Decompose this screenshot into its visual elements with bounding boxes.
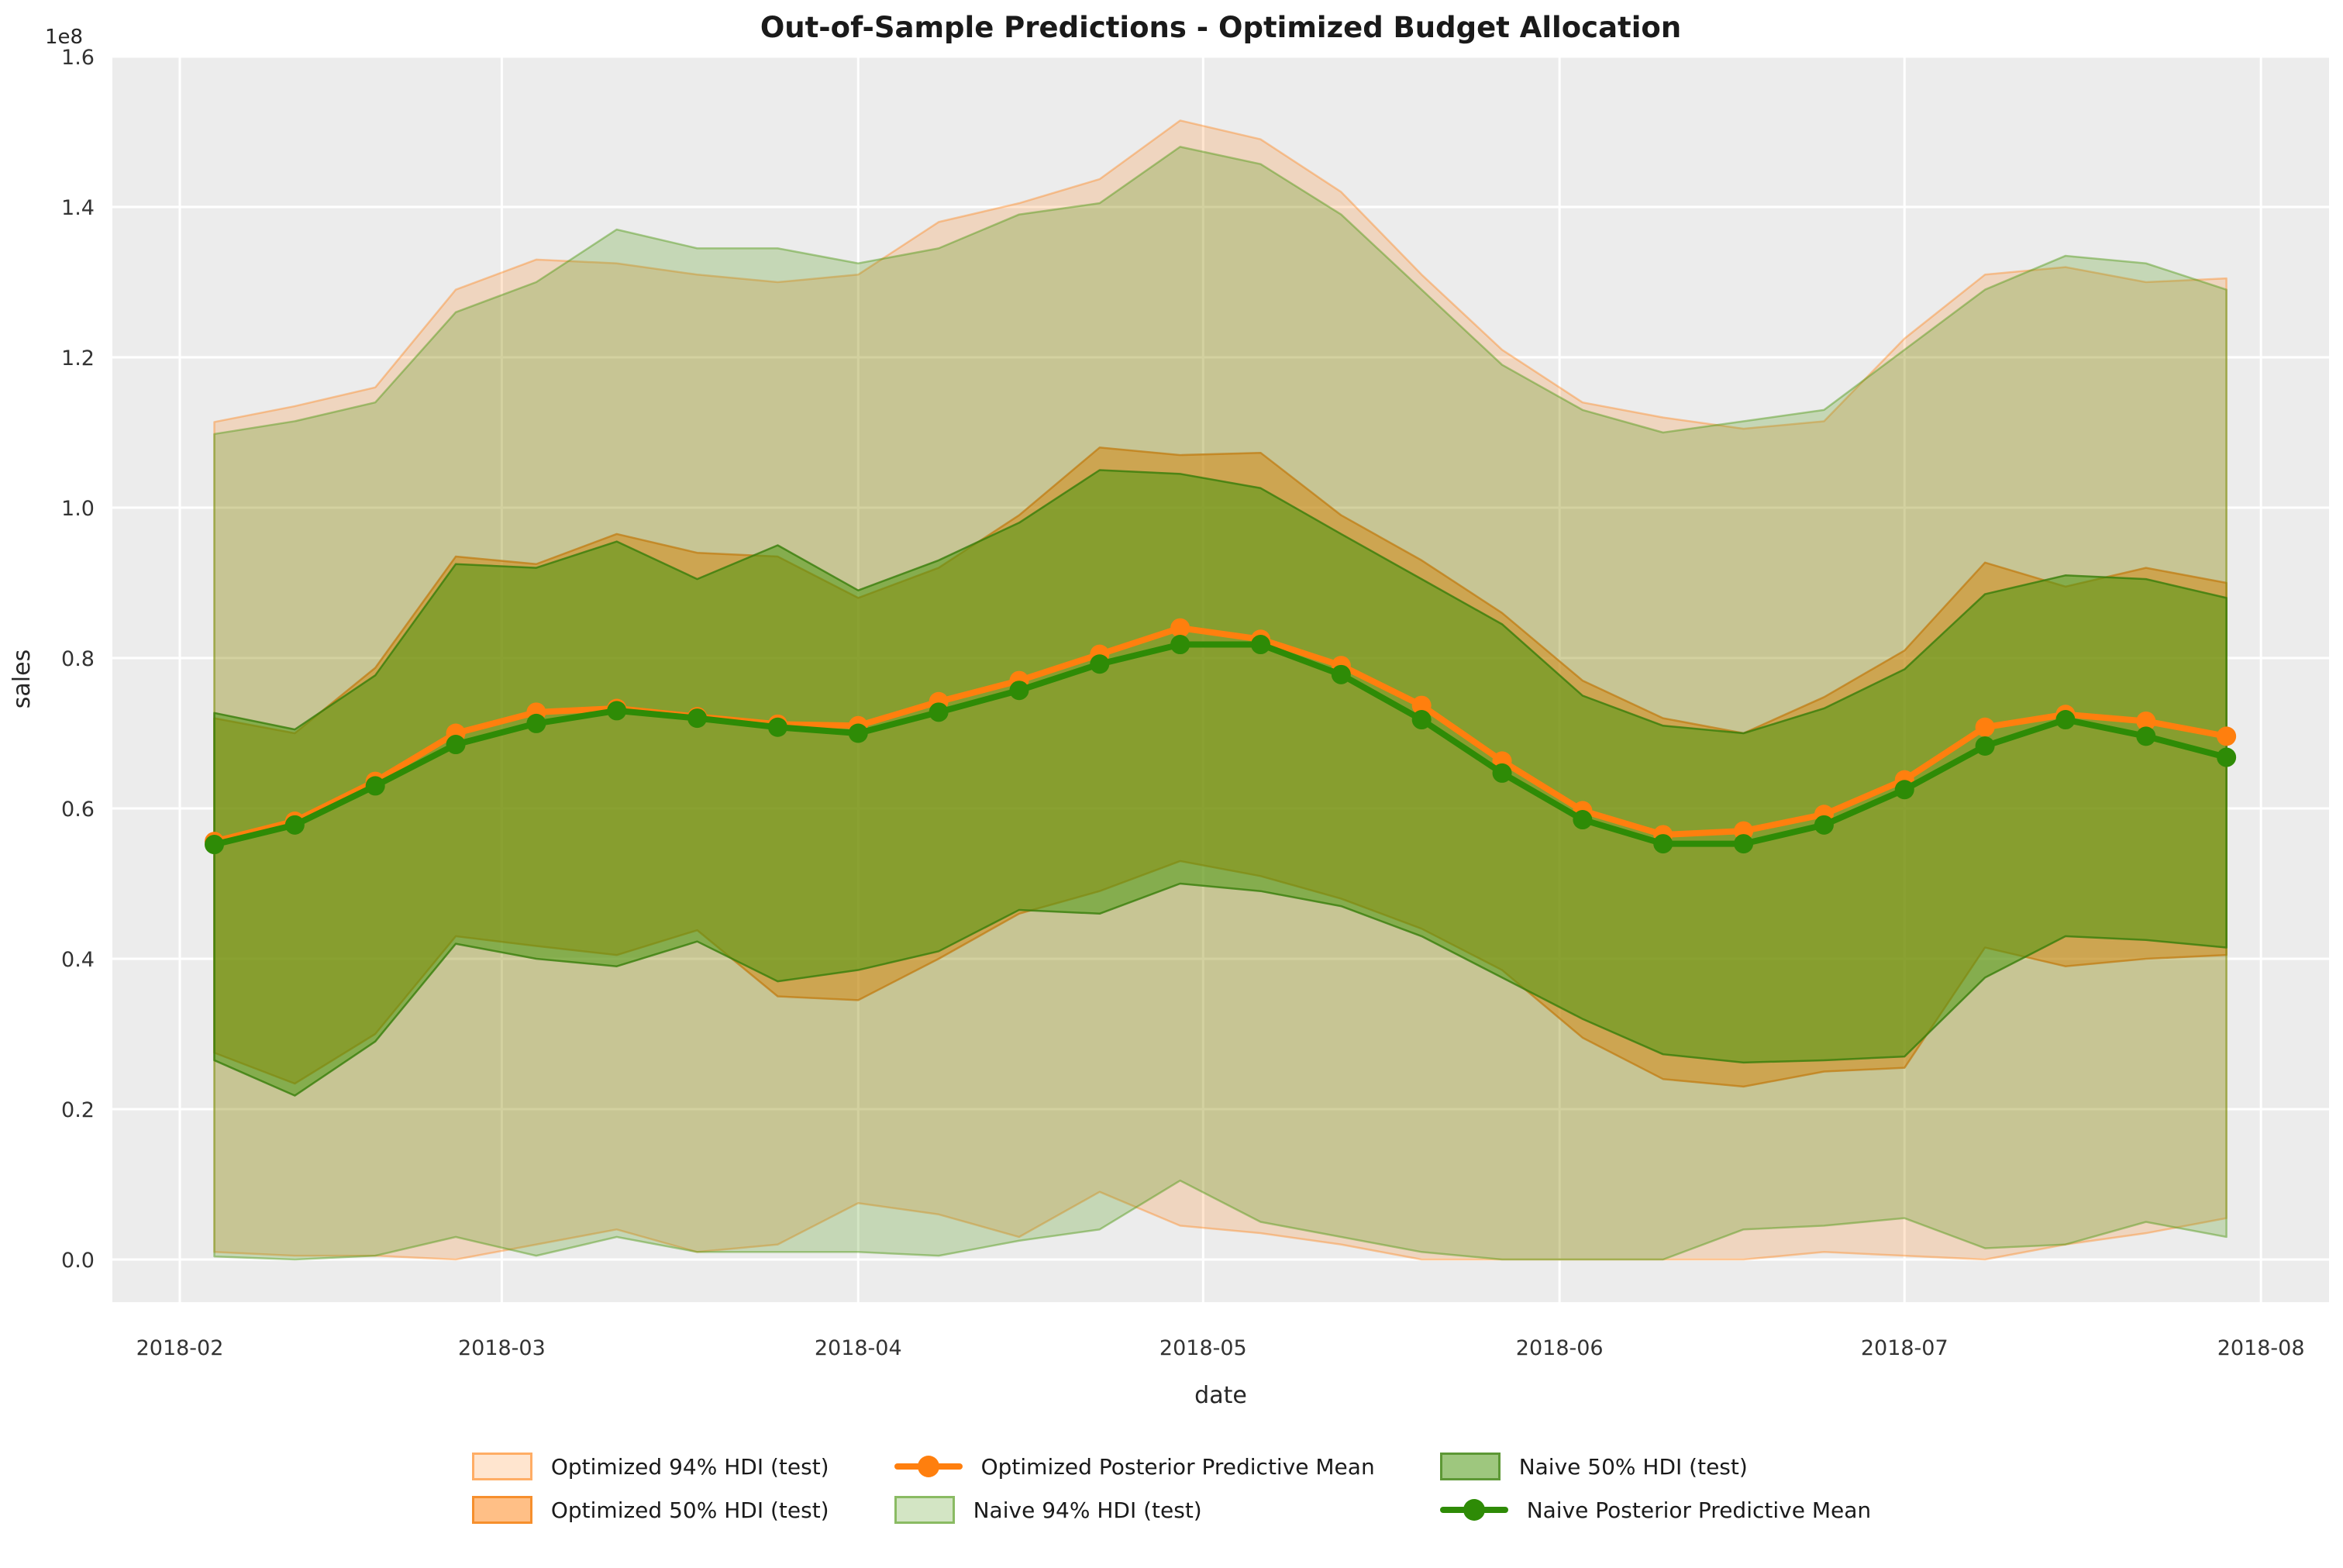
legend-label: Naive 50% HDI (test) bbox=[1518, 1453, 1748, 1480]
data-point bbox=[1331, 664, 1351, 684]
y-axis-label: sales bbox=[9, 650, 36, 708]
data-point bbox=[2217, 747, 2237, 767]
series-naive-posterior-predictive-mean bbox=[205, 635, 2237, 855]
chart-canvas: 0.0 0.2 0.4 0.6 0.8 1.0 1.2 1.4 1.6 2018-02 2018-0… bbox=[9, 11, 2329, 1409]
legend-item: Naive 50% HDI (test) bbox=[1439, 1451, 1871, 1482]
y-axis-offset-label: 1e8 bbox=[45, 26, 83, 49]
y-tick-label: 0.0 bbox=[61, 1249, 95, 1273]
data-point bbox=[1090, 654, 1110, 674]
data-point bbox=[1170, 635, 1190, 655]
legend-column: Optimized Posterior Predictive Mean Naive… bbox=[894, 1451, 1375, 1525]
y-tick-label: 1.6 bbox=[61, 46, 95, 70]
data-point bbox=[526, 713, 546, 733]
data-point bbox=[687, 708, 708, 729]
legend-band-swatch bbox=[471, 1453, 532, 1480]
data-point bbox=[1653, 834, 1673, 854]
legend-label: Optimized Posterior Predictive Mean bbox=[980, 1453, 1375, 1480]
legend-label: Optimized 94% HDI (test) bbox=[550, 1453, 829, 1480]
data-point bbox=[2136, 726, 2156, 746]
legend-label: Naive Posterior Predictive Mean bbox=[1526, 1497, 1872, 1523]
x-tick-label: 2018-08 bbox=[2217, 1336, 2305, 1360]
data-point bbox=[1975, 717, 1995, 737]
x-tick-label: 2018-03 bbox=[458, 1336, 546, 1360]
legend-band-swatch bbox=[1439, 1453, 1501, 1480]
data-point bbox=[1734, 834, 1754, 854]
data-point bbox=[1170, 618, 1190, 638]
legend-item: Naive 94% HDI (test) bbox=[894, 1494, 1375, 1525]
legend-marker-dot bbox=[917, 1456, 939, 1477]
legend-item: Optimized 50% HDI (test) bbox=[471, 1494, 829, 1525]
data-point bbox=[2217, 726, 2237, 746]
x-tick-label: 2018-05 bbox=[1159, 1336, 1247, 1360]
tick-labels: 0.0 0.2 0.4 0.6 0.8 1.0 1.2 1.4 1.6 2018-02 2018-0… bbox=[61, 46, 2304, 1360]
legend-column: Optimized 94% HDI (test) Optimized 50% HD… bbox=[471, 1451, 829, 1525]
data-point bbox=[1492, 763, 1512, 783]
data-point bbox=[2055, 710, 2076, 730]
band-3-naive-50-hdi-test- bbox=[213, 469, 2228, 1097]
data-point bbox=[2136, 711, 2156, 731]
x-tick-label: 2018-06 bbox=[1516, 1336, 1604, 1360]
legend-item: Naive Posterior Predictive Mean bbox=[1439, 1494, 1872, 1525]
data-point bbox=[767, 717, 787, 737]
data-point bbox=[929, 702, 949, 722]
legend-item: Optimized Posterior Predictive Mean bbox=[894, 1451, 1375, 1482]
data-point bbox=[365, 776, 385, 796]
chart-title: Out-of-Sample Predictions - Optimized Bu… bbox=[760, 11, 1681, 44]
x-tick-label: 2018-07 bbox=[1861, 1336, 1948, 1360]
data-point bbox=[446, 735, 466, 755]
y-tick-label: 1.0 bbox=[61, 497, 95, 521]
y-tick-label: 0.2 bbox=[61, 1098, 95, 1122]
data-point bbox=[1975, 736, 1995, 756]
legend-column: Naive 50% HDI (test) Naive Posterior Pred… bbox=[1439, 1451, 1872, 1525]
legend-line-swatch bbox=[894, 1456, 963, 1477]
data-point bbox=[284, 815, 305, 835]
plot-layers: 0.0 0.2 0.4 0.6 0.8 1.0 1.2 1.4 1.6 2018-02 2018-0… bbox=[61, 46, 2329, 1360]
data-point bbox=[1411, 710, 1432, 730]
data-point bbox=[848, 723, 868, 743]
x-axis-label: date bbox=[1194, 1382, 1247, 1409]
legend-label: Naive 94% HDI (test) bbox=[973, 1497, 1202, 1523]
data-point bbox=[1894, 780, 1914, 800]
legend-band-swatch bbox=[894, 1496, 955, 1524]
data-point bbox=[1009, 681, 1029, 701]
y-tick-label: 0.4 bbox=[61, 948, 95, 972]
legend-label: Optimized 50% HDI (test) bbox=[550, 1497, 829, 1523]
data-point bbox=[607, 701, 627, 721]
data-point bbox=[1411, 695, 1432, 715]
data-point bbox=[205, 835, 225, 855]
legend-line-swatch bbox=[1439, 1499, 1508, 1521]
y-tick-label: 1.4 bbox=[61, 196, 95, 220]
x-tick-label: 2018-02 bbox=[136, 1336, 224, 1360]
y-tick-label: 1.2 bbox=[61, 346, 95, 370]
y-tick-label: 0.6 bbox=[61, 798, 95, 822]
x-tick-label: 2018-04 bbox=[815, 1336, 902, 1360]
data-point bbox=[1814, 815, 1834, 835]
legend: Optimized 94% HDI (test) Optimized 50% HD… bbox=[0, 1451, 2343, 1525]
y-tick-label: 0.8 bbox=[61, 647, 95, 671]
legend-item: Optimized 94% HDI (test) bbox=[471, 1451, 829, 1482]
legend-marker-dot bbox=[1463, 1499, 1485, 1521]
data-point bbox=[1250, 635, 1270, 655]
legend-band-swatch bbox=[471, 1496, 532, 1524]
data-point bbox=[1573, 810, 1593, 830]
